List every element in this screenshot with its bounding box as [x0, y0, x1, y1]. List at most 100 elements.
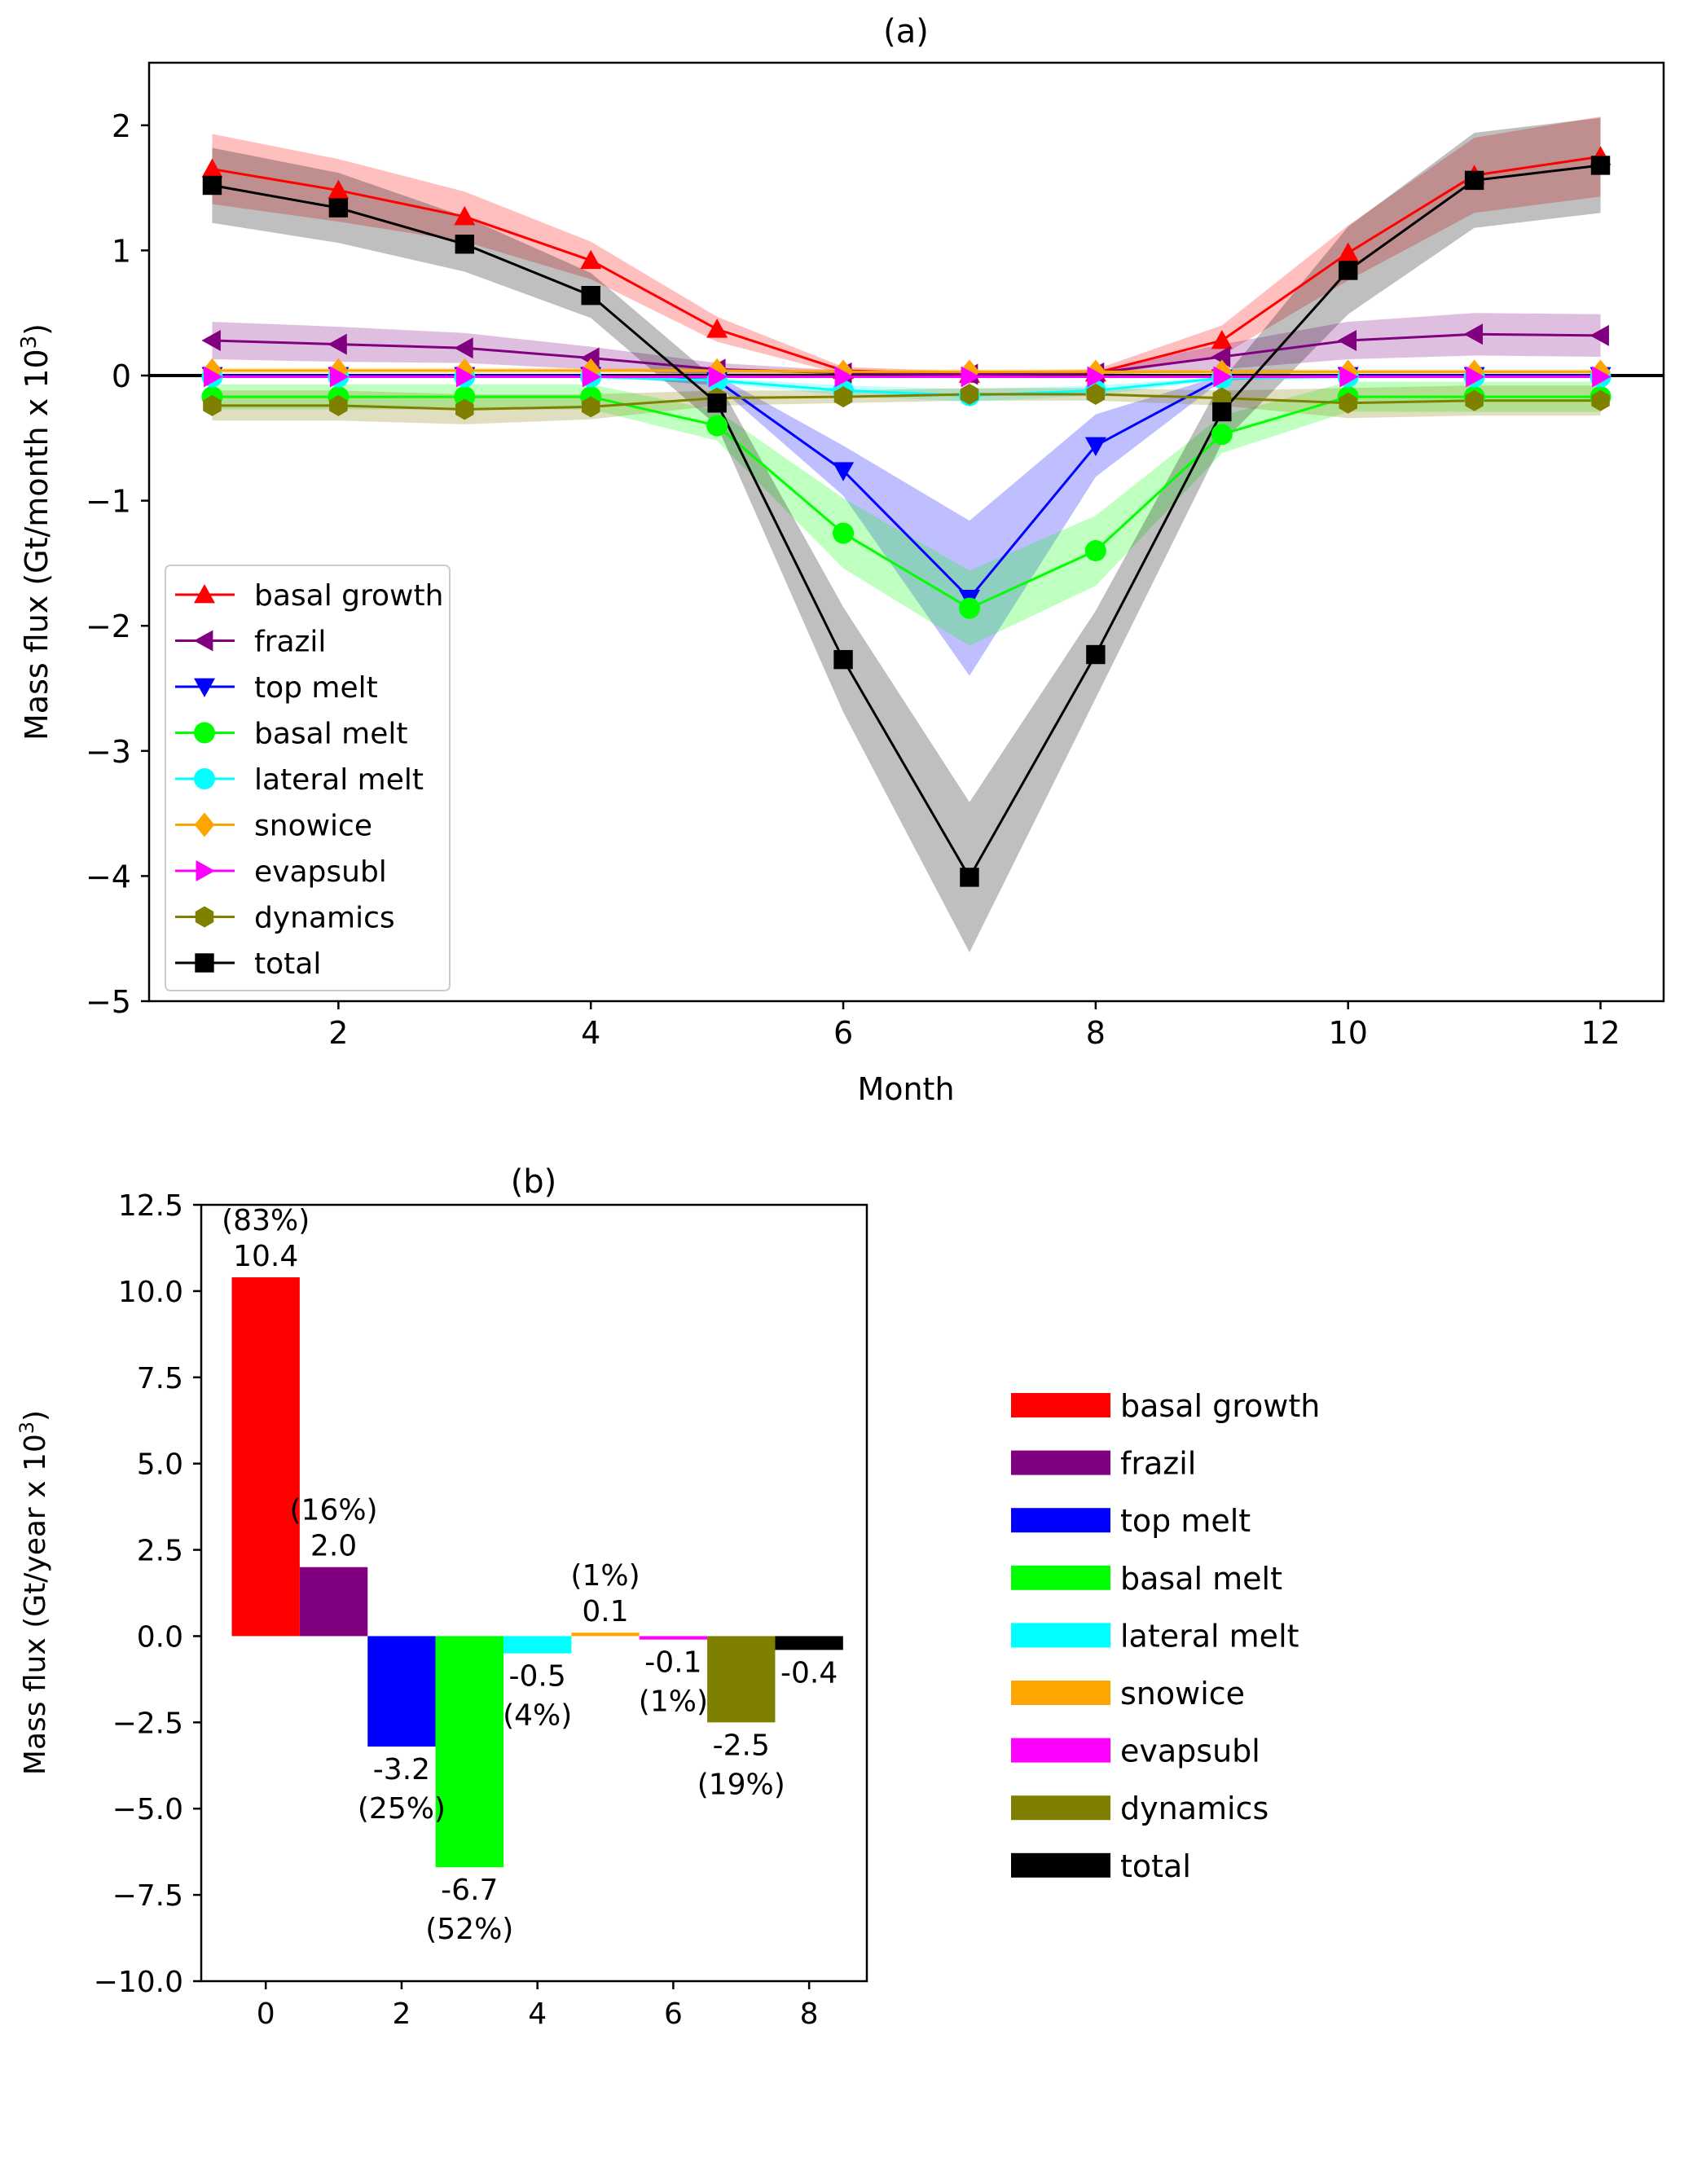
band-basal-growth	[212, 116, 1601, 377]
bar-percent-label: (16%)	[290, 1494, 378, 1527]
y-tick-label: −7.5	[112, 1879, 183, 1913]
point-total	[328, 198, 349, 218]
point-total	[1086, 644, 1106, 665]
y-tick-label: −10.0	[94, 1966, 183, 1999]
band-basal-melt	[212, 381, 1601, 646]
x-tick-label: 8	[1086, 1015, 1106, 1051]
legend-item-evapsubl: evapsubl	[1011, 1734, 1260, 1769]
point-dynamics	[329, 394, 348, 416]
point-basal-growth	[328, 179, 350, 200]
legend-item-total: total	[1011, 1848, 1191, 1884]
legend-item-frazil: frazil	[1011, 1446, 1196, 1482]
panel-a-title: (a)	[883, 13, 929, 51]
legend-label: lateral melt	[254, 763, 424, 797]
point-top-melt	[1084, 437, 1106, 457]
point-total	[1590, 156, 1611, 175]
bar-value-label: 10.4	[233, 1240, 298, 1273]
y-tick-label: −3	[86, 734, 131, 770]
panel-b-y-ticks: −10.0 −7.5 −5.0 −2.5 0.0 2.5 5.0 7.5 10.0 12.5	[94, 1189, 201, 1999]
bar-evapsubl	[639, 1636, 708, 1640]
line-snowice	[212, 369, 1601, 373]
x-tick-label: 6	[664, 1997, 683, 2031]
point-basal-growth	[1211, 329, 1233, 349]
legend-marker	[196, 860, 215, 881]
point-basal-melt	[958, 597, 980, 619]
point-total	[833, 649, 853, 670]
legend-item-basal-growth: basal growth	[175, 579, 443, 613]
legend-label: top melt	[1120, 1503, 1251, 1539]
bar-snowice	[571, 1633, 640, 1637]
legend-item-dynamics: dynamics	[175, 902, 395, 935]
x-tick-label: 2	[328, 1015, 348, 1051]
line-basal-melt	[212, 395, 1601, 610]
panel-a-y-axis-label-end: )	[19, 323, 55, 336]
legend-swatch	[1011, 1393, 1110, 1417]
point-total	[707, 393, 727, 413]
legend-item-top-melt: top melt	[1011, 1503, 1251, 1539]
point-basal-melt	[833, 522, 855, 544]
legend-label: frazil	[254, 626, 326, 659]
bar-percent-label: (83%)	[222, 1204, 310, 1237]
y-tick-label: −2	[86, 609, 131, 644]
panel-b-title: (b)	[511, 1163, 557, 1201]
point-evapsubl	[455, 366, 476, 388]
bar-dynamics	[707, 1636, 776, 1723]
x-tick-label: 4	[581, 1015, 600, 1051]
x-tick-label: 8	[800, 1997, 819, 2031]
point-dynamics	[203, 394, 222, 416]
point-total	[960, 868, 979, 887]
bar-value-label: -0.5	[509, 1660, 566, 1694]
legend-label: dynamics	[1120, 1791, 1268, 1826]
x-tick-label: 6	[833, 1015, 853, 1051]
band-lateral-melt	[212, 376, 1601, 402]
legend-label: basal growth	[1120, 1388, 1320, 1424]
panel-a-x-ticks: 2 4 6 8 10 12	[328, 1001, 1620, 1051]
y-tick-label: 10.0	[118, 1276, 183, 1309]
point-basal-melt	[1084, 540, 1106, 562]
legend-swatch	[1011, 1681, 1110, 1705]
legend-marker	[194, 722, 215, 744]
x-tick-label: 4	[528, 1997, 547, 2031]
x-tick-label: 2	[392, 1997, 411, 2031]
point-dynamics	[1086, 384, 1106, 406]
bar-value-label: -0.4	[780, 1656, 838, 1690]
bar-value-label: 0.1	[582, 1595, 628, 1628]
point-frazil	[1589, 324, 1609, 346]
point-evapsubl	[1213, 366, 1233, 388]
point-basal-growth	[580, 249, 602, 270]
panel-b-bar-chart: (b) 0 2 4 6 8 −10.0 −7.5 −5.0 −2.5 0.0 2.5 5.0 7.5 1…	[15, 1163, 1320, 2031]
point-frazil	[1337, 329, 1357, 351]
panel-b-y-axis-label-main: Mass flux (Gt/year x 10	[19, 1434, 52, 1775]
y-tick-label: −5	[86, 984, 131, 1020]
panel-a-y-axis-label-sup: 3	[17, 336, 42, 349]
legend-label: evapsubl	[254, 855, 387, 889]
bar-value-label: -3.2	[373, 1753, 430, 1786]
legend-marker	[194, 768, 215, 789]
bar-percent-label: (25%)	[358, 1792, 446, 1826]
point-top-melt	[833, 462, 855, 481]
point-basal-melt	[1211, 424, 1233, 446]
point-dynamics	[1591, 389, 1610, 411]
line-top-melt	[212, 374, 1601, 600]
legend-marker	[194, 812, 215, 837]
y-tick-label: 2.5	[137, 1535, 183, 1568]
legend-label: basal growth	[254, 579, 443, 613]
point-basal-growth	[201, 158, 223, 178]
bar-top-melt	[367, 1636, 436, 1747]
bar-percent-label: (19%)	[697, 1768, 785, 1801]
point-evapsubl	[329, 366, 350, 388]
legend-label: basal melt	[254, 718, 408, 751]
bar-percent-label: (4%)	[503, 1699, 572, 1733]
legend-item-total: total	[175, 947, 321, 981]
legend-label: total	[1120, 1848, 1191, 1884]
point-basal-melt	[706, 415, 728, 437]
point-evapsubl	[1466, 366, 1485, 388]
band-top-melt	[212, 376, 1601, 676]
bar-value-label: -2.5	[713, 1729, 770, 1762]
panel-b-y-axis-label-end: )	[19, 1410, 52, 1422]
legend-label: basal melt	[1120, 1561, 1282, 1597]
legend-item-basal-growth: basal growth	[1011, 1388, 1320, 1424]
panel-a-series-markers	[201, 146, 1611, 887]
bar-percent-label: (52%)	[425, 1913, 513, 1946]
